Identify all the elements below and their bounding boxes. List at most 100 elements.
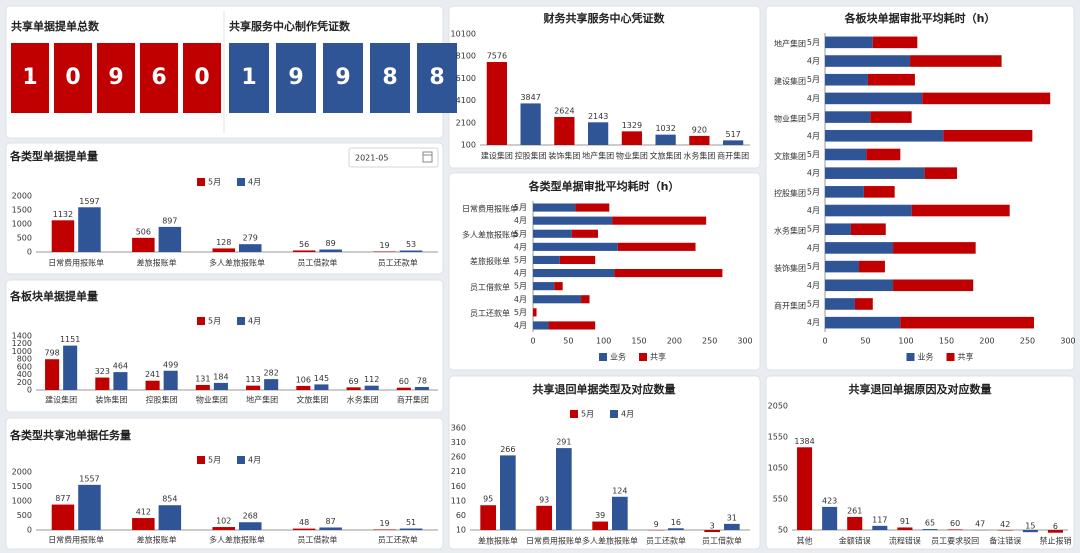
x-tick-label: 地产集团 (582, 151, 614, 161)
legend-swatch (906, 353, 915, 361)
x-tick-label: 日常费用报账单 (48, 258, 104, 268)
value-label: 412 (136, 508, 151, 517)
legend-swatch (570, 410, 578, 418)
bar-segment (533, 242, 618, 251)
bar (655, 134, 676, 145)
x-tick-label: 流程错误 (889, 536, 921, 546)
row-label: 4月 (807, 243, 820, 252)
digit-box (323, 43, 363, 113)
row-label: 5月 (514, 229, 527, 238)
value-label: 89 (326, 239, 336, 248)
bar-segment (533, 216, 613, 225)
value-label: 499 (163, 360, 178, 369)
y-tick-label: 500 (17, 234, 32, 243)
panel (5, 142, 444, 275)
digit: 6 (151, 65, 166, 90)
group-label: 建设集团 (774, 76, 806, 86)
legend-label: 5月 (208, 456, 221, 465)
bar (1022, 530, 1038, 533)
value-label: 854 (162, 495, 177, 504)
y-tick-label: 200 (17, 378, 32, 387)
x-tick-label: 多人差旅报账单 (209, 535, 265, 545)
digit-box (140, 43, 178, 113)
legend-swatch (639, 353, 647, 361)
digit: 8 (382, 65, 397, 90)
x-tick-label: 商开集团 (717, 151, 749, 161)
bar-segment (533, 321, 549, 330)
y-tick-label: 10 (456, 526, 466, 535)
bar (872, 525, 888, 530)
legend-label: 共享 (650, 352, 666, 362)
bar-segment (825, 73, 868, 86)
digit: 9 (335, 65, 350, 90)
bar (947, 529, 963, 530)
chart-title: 共享退回单据类型及对应数量 (533, 382, 676, 396)
value-label: 506 (136, 227, 151, 236)
x-tick-label: 50 (563, 337, 573, 346)
bar-segment (581, 295, 590, 304)
x-tick-label: 100 (596, 337, 611, 346)
bar-segment (900, 316, 1034, 329)
bar (163, 370, 178, 390)
y-tick-label: 4100 (456, 96, 476, 105)
value-label: 15 (1025, 522, 1035, 531)
value-label: 47 (975, 520, 985, 529)
y-tick-label: 1000 (12, 347, 32, 356)
group-label: 员工还款单 (470, 308, 510, 318)
y-tick-label: 60 (456, 511, 466, 520)
legend-swatch (237, 317, 245, 325)
bar-segment (870, 111, 912, 123)
value-label: 56 (299, 240, 309, 249)
row-label: 4月 (514, 242, 527, 251)
month-value[interactable]: 2021-05 (355, 154, 388, 163)
bar (212, 248, 235, 252)
value-label: 69 (348, 377, 358, 386)
value-label: 897 (162, 216, 177, 225)
digit-box (183, 43, 221, 113)
bar (554, 116, 575, 145)
value-label: 39 (595, 511, 605, 520)
row-label: 5月 (807, 262, 820, 271)
value-label: 279 (243, 234, 258, 243)
value-label: 1384 (794, 437, 814, 446)
row-label: 4月 (807, 281, 820, 290)
bar (847, 516, 863, 530)
y-tick-label: 0 (27, 526, 32, 535)
bar-segment (559, 255, 596, 265)
row-label: 5月 (514, 282, 527, 291)
bar (822, 506, 838, 530)
x-tick-label: 0 (822, 337, 827, 346)
row-label: 5月 (807, 225, 820, 234)
row-label: 4月 (514, 216, 527, 225)
value-label: 517 (725, 130, 740, 139)
x-tick-label: 300 (737, 337, 752, 346)
y-tick-label: 6100 (456, 74, 476, 83)
month-picker[interactable] (348, 147, 439, 168)
bar-segment (533, 229, 572, 238)
bar (399, 250, 423, 252)
legend-label: 4月 (248, 317, 261, 326)
value-label: 184 (213, 372, 228, 381)
value-label: 7576 (487, 52, 507, 61)
chart-title: 各类型单据提单量 (9, 149, 98, 163)
bar (45, 359, 60, 390)
digit-box (54, 43, 92, 113)
y-tick-label: 110 (451, 496, 466, 505)
digit: 1 (241, 65, 256, 90)
bar (399, 528, 423, 530)
value-label: 117 (872, 515, 887, 524)
calendar-icon[interactable] (422, 151, 433, 163)
y-tick-label: 2000 (12, 192, 32, 201)
bar-segment (943, 129, 1033, 142)
x-tick-label: 建设集团 (45, 395, 77, 405)
x-tick-label: 物业集团 (196, 395, 228, 405)
bar-segment (872, 36, 918, 49)
bar (51, 220, 75, 252)
group-label: 物业集团 (774, 113, 806, 123)
bar-segment (533, 282, 555, 291)
row-label: 5月 (807, 187, 820, 196)
bar (689, 135, 710, 145)
bar-segment (854, 298, 873, 310)
bar (95, 377, 110, 390)
bar (158, 505, 182, 530)
